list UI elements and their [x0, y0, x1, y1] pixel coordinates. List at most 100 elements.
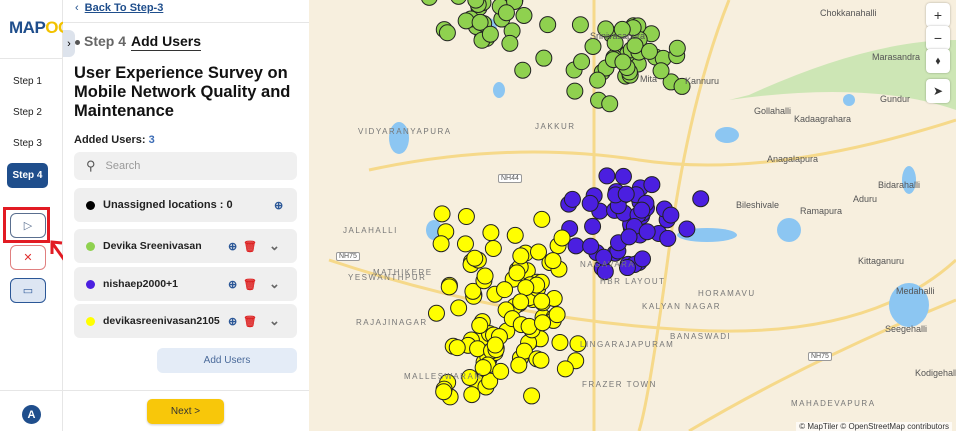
cancel-button[interactable]: ✕ [10, 245, 46, 270]
water-body [889, 283, 929, 327]
search-icon: ⚲ [86, 158, 96, 173]
map-place-label: VIDYARANYAPURA [358, 127, 452, 136]
user-marker [662, 206, 680, 224]
trash-icon[interactable]: 🗑 [243, 315, 257, 328]
user-marker [427, 304, 445, 322]
user-marker [614, 53, 632, 71]
zoom-in-button[interactable]: + [926, 3, 950, 27]
side-panel: ‹ Back To Step-3 › Step 4 Add Users User … [63, 0, 309, 431]
rail-step-3[interactable]: Step 3 [13, 138, 42, 149]
user-marker [533, 292, 551, 310]
map-place-label: JAKKUR [535, 122, 576, 131]
user-marker [668, 39, 686, 57]
navigation-arrow-icon: ➤ [932, 84, 944, 98]
added-users-count: Added Users: 3 [74, 134, 155, 146]
user-marker [506, 226, 524, 244]
user-marker [601, 95, 619, 113]
rail-step-4[interactable]: Step 4 [7, 163, 48, 188]
user-marker [618, 259, 636, 277]
map-place-label: KALYAN NAGAR [642, 302, 722, 311]
user-marker [692, 190, 710, 208]
rail-step-1[interactable]: Step 1 [13, 76, 42, 87]
user-marker [638, 223, 656, 241]
user-name: nishaep2000+1 [103, 278, 179, 290]
collapse-toggle[interactable]: › [63, 30, 75, 57]
color-dot [86, 200, 95, 210]
divider [63, 22, 309, 23]
map-canvas[interactable]: Chokkanahalli Marasandra Gundur Kannuru Goll… [309, 0, 956, 431]
user-marker [466, 249, 484, 267]
user-marker [508, 264, 526, 282]
user-marker [421, 0, 438, 6]
chevron-left-icon: ‹ [75, 2, 79, 14]
avatar[interactable]: A [22, 405, 41, 424]
chevron-down-icon[interactable]: ⌄ [269, 276, 280, 291]
zoom-in-icon[interactable]: ⊕ [274, 199, 284, 212]
user-marker [476, 267, 494, 285]
dot-icon [75, 39, 80, 45]
user-marker [652, 62, 670, 80]
logo-text: MAP [9, 18, 46, 37]
user-marker [432, 235, 450, 253]
user-marker [584, 38, 602, 56]
user-marker [544, 252, 562, 270]
back-link[interactable]: ‹ Back To Step-3 [75, 2, 163, 14]
map-place-label: MAHADEVAPURA [791, 399, 876, 408]
step-label: Step 4 [84, 33, 127, 49]
zoom-in-icon[interactable]: ⊕ [228, 240, 238, 253]
inbox-button[interactable]: ▭ [10, 278, 46, 303]
map-place-label: Mita [640, 74, 658, 84]
water-body [389, 122, 409, 154]
user-marker [533, 210, 551, 228]
search-input[interactable]: ⚲ Search [74, 152, 297, 180]
map-attribution[interactable]: © MapTiler © OpenStreetMap contributors [796, 422, 952, 431]
user-marker [673, 77, 691, 95]
highway-shield: NH75 [808, 352, 832, 361]
trash-icon[interactable]: 🗑 [243, 240, 257, 253]
inbox-icon: ▭ [22, 285, 34, 297]
user-color-dot [86, 279, 95, 289]
user-marker [539, 16, 557, 34]
play-button[interactable]: ▷ [10, 213, 46, 238]
step-indicator: Step 4 [75, 33, 126, 49]
zoom-in-icon[interactable]: ⊕ [228, 315, 238, 328]
zoom-in-icon[interactable]: ⊕ [228, 278, 238, 291]
map-place-label: Srinivasapura [590, 31, 646, 41]
user-marker [515, 6, 533, 24]
compass-button[interactable]: ⬧ [926, 49, 950, 73]
user-row[interactable]: devikasreenivasan2105 ⊕ 🗑 ⌄ [74, 304, 297, 338]
water-body [843, 94, 855, 106]
chevron-down-icon[interactable]: ⌄ [269, 313, 280, 328]
zoom-out-button[interactable]: − [926, 26, 950, 50]
map-place-label: HORAMAVU [698, 289, 756, 298]
user-marker [469, 340, 487, 358]
back-label[interactable]: Back To Step-3 [84, 2, 164, 14]
user-marker [481, 25, 499, 43]
map-place-label: Gollahalli [754, 106, 792, 116]
highway-shield: NH44 [498, 174, 522, 183]
user-marker [486, 336, 504, 354]
user-row[interactable]: Devika Sreenivasan ⊕ 🗑 ⌄ [74, 229, 297, 263]
user-marker [589, 71, 607, 89]
next-button[interactable]: Next > [147, 399, 224, 424]
rail-step-2[interactable]: Step 2 [13, 107, 42, 118]
trash-icon[interactable]: 🗑 [243, 278, 257, 291]
user-marker [643, 176, 661, 194]
user-marker [598, 167, 616, 185]
divider [0, 58, 63, 59]
map-place-label: Chokkanahalli [820, 8, 877, 18]
map-place-label: Anagalapura [767, 154, 819, 164]
add-users-button[interactable]: Add Users [157, 348, 297, 373]
user-marker [435, 383, 453, 401]
user-marker [606, 34, 624, 52]
map-layer [328, 0, 956, 431]
map-place-label: LINGARAJAPURAM [580, 340, 675, 349]
chevron-down-icon[interactable]: ⌄ [269, 238, 280, 253]
user-row[interactable]: nishaep2000+1 ⊕ 🗑 ⌄ [74, 267, 297, 301]
user-marker [534, 314, 552, 332]
user-marker [497, 4, 515, 22]
locate-button[interactable]: ➤ [926, 79, 950, 103]
user-marker [512, 247, 530, 265]
user-marker [553, 229, 571, 247]
unassigned-row: Unassigned locations : 0 ⊕ [74, 188, 297, 222]
